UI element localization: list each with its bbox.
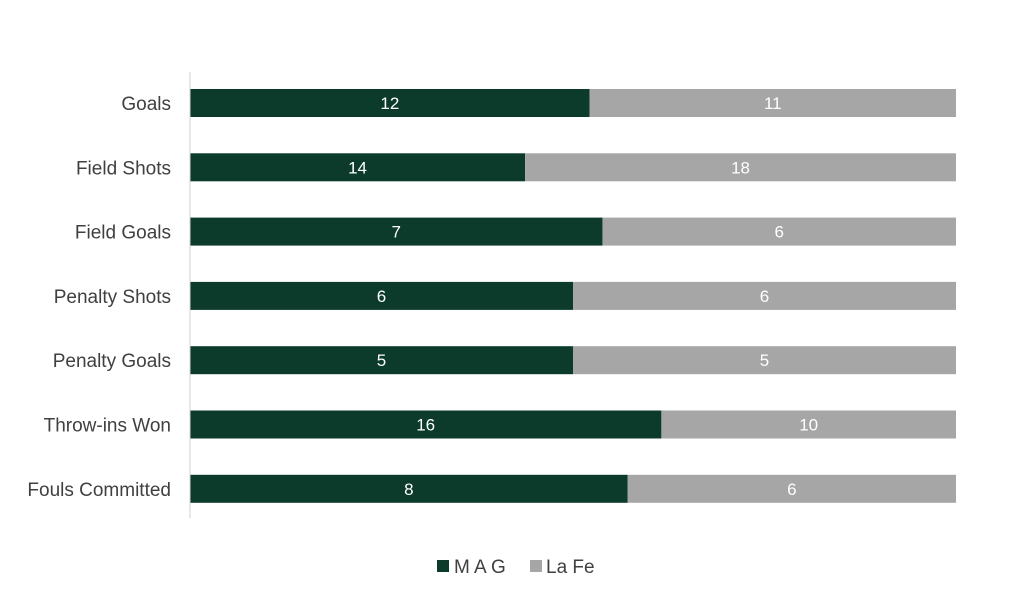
value-label-mag-penalty-shots: 6 [377,287,386,306]
value-label-la-fe-field-goals: 6 [774,223,783,242]
legend-label-la-fe: La Fe [546,557,595,578]
bar-mag-fouls-committed [190,474,628,503]
bar-mag-field-shots [190,153,526,182]
bar-la-fe-field-shots [525,153,956,182]
labels-layer: Goals 12 11 Field Shots 14 18 Field Goals 7 6 Pen… [27,94,818,501]
category-label-field-shots: Field Shots [76,158,171,179]
value-label-mag-goals: 12 [380,94,399,113]
bars-layer [190,89,956,503]
value-label-mag-field-goals: 7 [391,223,400,242]
category-label-fouls-committed: Fouls Committed [27,480,171,501]
value-label-la-fe-penalty-shots: 6 [760,287,769,306]
value-label-mag-throw-ins-won: 16 [416,416,435,435]
bar-la-fe-throw-ins-won [661,410,956,439]
category-label-penalty-goals: Penalty Goals [53,351,171,372]
category-label-field-goals: Field Goals [75,223,171,244]
value-label-la-fe-field-shots: 18 [731,158,750,177]
bar-la-fe-penalty-shots [573,281,956,310]
legend: M A G La Fe [437,557,595,578]
value-label-mag-penalty-goals: 5 [377,351,386,370]
bar-la-fe-field-goals [602,217,956,246]
legend-swatch-mag [437,560,449,572]
bar-la-fe-penalty-goals [573,346,956,375]
bar-la-fe-fouls-committed [627,474,956,503]
bar-mag-goals [190,89,590,117]
value-label-mag-fouls-committed: 8 [404,480,413,499]
value-label-mag-field-shots: 14 [348,158,367,177]
category-label-penalty-shots: Penalty Shots [54,287,171,308]
legend-swatch-la-fe [530,560,542,572]
value-label-la-fe-throw-ins-won: 10 [799,416,818,435]
value-label-la-fe-fouls-committed: 6 [787,480,796,499]
category-label-throw-ins-won: Throw-ins Won [44,416,171,437]
bar-mag-throw-ins-won [190,410,662,439]
bar-la-fe-goals [589,89,956,117]
bar-mag-field-goals [190,217,603,246]
value-label-la-fe-penalty-goals: 5 [760,351,769,370]
value-label-la-fe-goals: 11 [764,94,782,113]
category-label-goals: Goals [121,94,171,115]
legend-label-mag: M A G [454,557,506,578]
bar-mag-penalty-goals [190,346,573,375]
bar-mag-penalty-shots [190,281,573,310]
